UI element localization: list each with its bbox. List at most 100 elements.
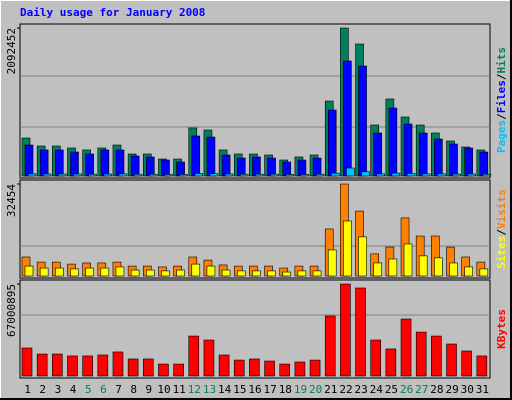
x-tick-label: 30 [461, 383, 474, 396]
bar [36, 353, 48, 377]
bar [55, 149, 64, 177]
bar [264, 360, 275, 377]
bar [346, 167, 355, 177]
x-tick-label: 2 [39, 383, 46, 396]
bar [24, 265, 34, 277]
bar [330, 172, 340, 177]
bar [267, 157, 276, 177]
bar [403, 243, 413, 277]
bar [221, 154, 231, 177]
bar [112, 351, 124, 377]
x-tick-label: 13 [203, 383, 216, 396]
bar [343, 220, 352, 277]
bar [267, 270, 276, 277]
y-tick-label: 67000895 [5, 284, 18, 337]
bar [358, 65, 367, 177]
bar [173, 363, 184, 377]
bar [479, 268, 489, 277]
bar [239, 173, 249, 177]
bar [236, 157, 246, 177]
bar [206, 136, 216, 177]
bar [233, 359, 245, 377]
x-tick-label: 27 [415, 383, 428, 396]
legend-entry: Files [495, 80, 508, 113]
bar [376, 173, 386, 177]
bar [158, 363, 169, 377]
bar [176, 269, 185, 277]
bar [437, 173, 446, 177]
bar [370, 339, 382, 377]
bar [73, 173, 82, 177]
legend: Sites/Visits [495, 189, 508, 269]
bar [218, 354, 230, 377]
x-tick-label: 16 [248, 383, 261, 396]
bar [358, 236, 367, 277]
bar [452, 173, 461, 177]
x-tick-label: 10 [157, 383, 170, 396]
bar [21, 347, 33, 377]
bar [340, 283, 351, 377]
bar [279, 363, 291, 377]
bar [361, 171, 370, 177]
x-tick-label: 25 [385, 383, 398, 396]
bar [176, 161, 185, 177]
bar [327, 249, 337, 277]
bar [482, 173, 492, 177]
x-tick-label: 5 [85, 383, 92, 396]
bar [312, 157, 322, 177]
x-tick-label: 18 [279, 383, 292, 396]
x-tick-label: 26 [400, 383, 413, 396]
bar [97, 354, 109, 377]
bar [312, 270, 322, 277]
x-tick-label: 12 [188, 383, 201, 396]
bar [39, 267, 49, 277]
bar [434, 138, 443, 177]
bar [224, 173, 234, 177]
bar [464, 147, 473, 177]
legend: Pages/Files/Hits [495, 47, 508, 153]
x-tick-label: 3 [55, 383, 62, 396]
bar [130, 155, 140, 177]
x-tick-label: 23 [355, 383, 368, 396]
legend-entry: Sites [495, 236, 508, 269]
bar [297, 159, 307, 177]
x-tick-label: 8 [130, 383, 137, 396]
bar [391, 172, 401, 177]
x-tick-label: 7 [115, 383, 122, 396]
bar [309, 359, 321, 377]
bar [388, 258, 398, 277]
bar [70, 151, 79, 177]
x-tick-label: 9 [146, 383, 153, 396]
bar [434, 257, 443, 277]
bar [252, 156, 261, 177]
bar [100, 149, 110, 177]
bar [85, 267, 94, 277]
x-tick-label: 17 [264, 383, 277, 396]
bar [300, 174, 310, 177]
bar [115, 266, 125, 277]
bar [194, 173, 204, 177]
bar [130, 269, 140, 277]
bar [479, 151, 489, 177]
bar [142, 358, 154, 377]
bar [464, 266, 473, 277]
bar [103, 173, 113, 177]
bar [161, 270, 170, 277]
bar [461, 350, 472, 377]
legend-entry: KBytes [495, 309, 508, 349]
x-tick-label: 21 [324, 383, 337, 396]
bar [327, 109, 337, 177]
bar [270, 173, 279, 177]
bar [55, 267, 64, 277]
x-tick-label: 11 [173, 383, 186, 396]
bar [285, 174, 295, 177]
x-tick-label: 22 [339, 383, 352, 396]
bar [164, 174, 173, 177]
legend-separator: / [495, 73, 508, 80]
bar [203, 339, 215, 377]
legend-entry: Visits [495, 189, 508, 229]
bar [58, 173, 67, 177]
bar [221, 269, 231, 277]
bar [421, 173, 431, 177]
legend-separator: / [495, 113, 508, 120]
